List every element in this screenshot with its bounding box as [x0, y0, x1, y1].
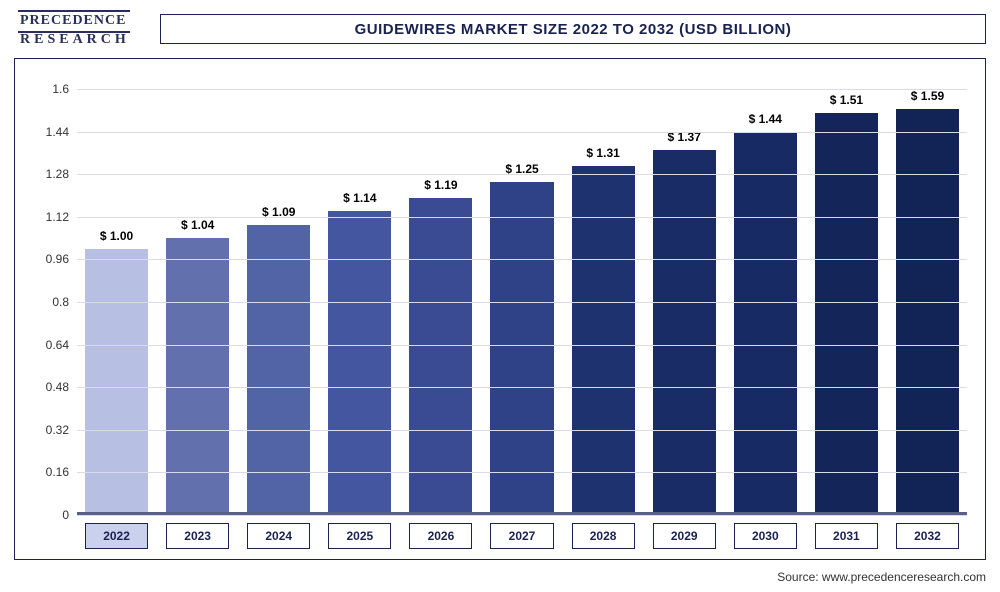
x-axis-label: 2030 — [734, 523, 797, 549]
grid-line — [77, 132, 967, 133]
bar — [166, 238, 229, 515]
bar-value-label: $ 1.04 — [181, 218, 214, 232]
bar — [896, 109, 959, 515]
x-axis-label: 2024 — [247, 523, 310, 549]
grid-line — [77, 302, 967, 303]
grid-line — [77, 174, 967, 175]
grid-line — [77, 430, 967, 431]
plot-area: $ 1.00$ 1.04$ 1.09$ 1.14$ 1.19$ 1.25$ 1.… — [77, 89, 967, 515]
grid-line — [77, 259, 967, 260]
bar — [85, 249, 148, 515]
y-tick-label: 0.48 — [25, 380, 69, 394]
grid-line — [77, 515, 967, 516]
x-label-slot: 2023 — [160, 523, 235, 549]
bar-value-label: $ 1.19 — [424, 178, 457, 192]
grid-line — [77, 345, 967, 346]
y-tick-label: 0.8 — [25, 295, 69, 309]
x-label-slot: 2032 — [890, 523, 965, 549]
source-attribution: Source: www.precedenceresearch.com — [777, 570, 986, 584]
bar — [328, 211, 391, 515]
chart-title: GUIDEWIRES MARKET SIZE 2022 TO 2032 (USD… — [355, 21, 792, 38]
y-tick-label: 0.32 — [25, 423, 69, 437]
grid-line — [77, 387, 967, 388]
source-url: www.precedenceresearch.com — [822, 570, 986, 584]
x-label-slot: 2027 — [484, 523, 559, 549]
x-axis-label: 2027 — [490, 523, 553, 549]
brand-watermark: PRECEDENCE RESEARCH — [18, 10, 130, 47]
y-tick-label: 1.6 — [25, 82, 69, 96]
y-tick-label: 1.12 — [25, 210, 69, 224]
chart-title-bar: GUIDEWIRES MARKET SIZE 2022 TO 2032 (USD… — [160, 14, 986, 44]
x-axis-label: 2029 — [653, 523, 716, 549]
y-tick-label: 1.28 — [25, 167, 69, 181]
y-tick-label: 1.44 — [25, 125, 69, 139]
x-axis-label: 2026 — [409, 523, 472, 549]
x-axis-label: 2023 — [166, 523, 229, 549]
x-label-slot: 2030 — [728, 523, 803, 549]
grid-line — [77, 217, 967, 218]
x-label-slot: 2026 — [403, 523, 478, 549]
y-tick-label: 0.64 — [25, 338, 69, 352]
bar — [734, 132, 797, 515]
y-tick-label: 0.16 — [25, 465, 69, 479]
x-label-slot: 2029 — [647, 523, 722, 549]
bar-value-label: $ 1.51 — [830, 93, 863, 107]
x-axis-labels: 2022 2023 2024 2025 2026 2027 2028 2029 2030 2031… — [77, 523, 967, 549]
grid-line — [77, 472, 967, 473]
bar — [572, 166, 635, 515]
bar-value-label: $ 1.59 — [911, 89, 944, 103]
watermark-line2: RESEARCH — [18, 33, 130, 48]
chart-frame: $ 1.00$ 1.04$ 1.09$ 1.14$ 1.19$ 1.25$ 1.… — [14, 58, 986, 560]
x-label-slot: 2028 — [566, 523, 641, 549]
bar-value-label: $ 1.44 — [749, 112, 782, 126]
x-label-slot: 2031 — [809, 523, 884, 549]
bar-value-label: $ 1.31 — [586, 146, 619, 160]
bar — [653, 150, 716, 515]
bar-value-label: $ 1.14 — [343, 191, 376, 205]
x-label-slot: 2025 — [322, 523, 397, 549]
bar — [409, 198, 472, 515]
x-axis-label: 2031 — [815, 523, 878, 549]
x-axis-label: 2022 — [85, 523, 148, 549]
y-tick-label: 0.96 — [25, 252, 69, 266]
x-label-slot: 2024 — [241, 523, 316, 549]
source-label: Source: — [777, 570, 822, 584]
x-axis-label: 2032 — [896, 523, 959, 549]
y-tick-label: 0 — [25, 508, 69, 522]
x-axis-label: 2025 — [328, 523, 391, 549]
x-axis-label: 2028 — [572, 523, 635, 549]
watermark-line1: PRECEDENCE — [18, 10, 130, 33]
bar — [490, 182, 553, 515]
bar-value-label: $ 1.00 — [100, 229, 133, 243]
x-label-slot: 2022 — [79, 523, 154, 549]
grid-line — [77, 89, 967, 90]
